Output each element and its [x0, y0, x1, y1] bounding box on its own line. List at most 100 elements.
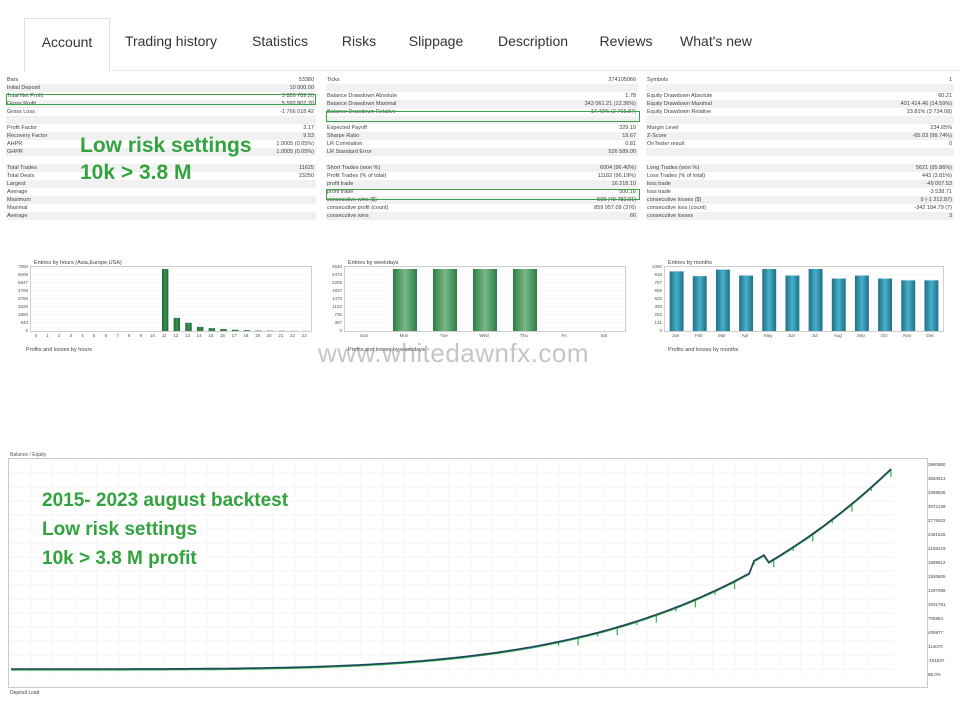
report-label: consecutive profit (count)	[327, 205, 389, 211]
tab-reviews[interactable]: Reviews	[594, 18, 658, 70]
report-row: Balance Drawdown Absolute 1.78	[326, 92, 638, 100]
report-label: Gross Loss	[7, 109, 35, 115]
report-row	[646, 116, 954, 124]
y-axis-label: 705884	[928, 616, 944, 621]
tab-trading-history[interactable]: Trading history	[116, 18, 226, 70]
bar-Dec	[924, 280, 939, 331]
report-value: 16 218.10	[611, 181, 636, 187]
bar-Mon	[393, 269, 417, 331]
report-label: LR Correlation	[327, 141, 363, 147]
tab-label: Trading history	[124, 33, 218, 49]
bar-Jun	[785, 275, 800, 331]
report-label: Margin Level	[647, 125, 679, 131]
y-tick-label: 787	[654, 280, 662, 285]
report-row: LR Standard Error 526 589.00	[326, 148, 638, 156]
x-tick-label: Dec	[926, 333, 935, 338]
x-tick-label: 17	[231, 333, 237, 338]
bar-12	[173, 317, 181, 331]
tab-whats-new[interactable]: What's new	[674, 18, 758, 70]
x-tick-label: Feb	[694, 333, 703, 338]
y-axis-label: 1001791	[928, 602, 946, 607]
tab-account[interactable]: Account	[24, 18, 110, 72]
x-tick-label: 16	[219, 333, 225, 338]
report-label: Profit Factor	[7, 125, 37, 131]
report-row: GHPR 1.0005 (0.05%)	[6, 148, 316, 156]
report-label: Maximum	[7, 197, 31, 203]
tab-slippage[interactable]: Slippage	[400, 18, 472, 70]
report-label: Balance Drawdown Relative	[327, 109, 396, 115]
report-value: 19.67	[622, 133, 636, 139]
x-tick-label: May	[763, 333, 773, 338]
x-tick-label: 1	[46, 333, 49, 338]
y-tick-label: 525	[654, 296, 662, 301]
y-axis-label: 3072139	[928, 504, 946, 509]
report-label: profit trade	[327, 181, 354, 187]
y-axis-label: -181837	[928, 658, 945, 663]
y-tick-label: 2640	[331, 264, 342, 269]
y-tick-label: 1837	[331, 288, 342, 293]
report-row: Total Deals 23250	[6, 172, 316, 180]
report-row: consecutive loss (count) -342 184.79 (7)	[646, 204, 954, 212]
y-tick-label: 367	[334, 320, 342, 325]
x-tick-label: 18	[243, 333, 249, 338]
report-label: Ticks	[327, 77, 340, 83]
report-label: Z-Score	[647, 133, 667, 139]
report-row: Largest	[6, 180, 316, 188]
report-label: OnTester result	[647, 141, 685, 147]
highlight-profit-trades	[326, 189, 640, 200]
y-axis-label: 2481525	[928, 532, 946, 537]
x-tick-label: Jul	[811, 333, 818, 338]
x-tick-label: 10	[149, 333, 155, 338]
deposit-load-label: Deposit Load	[10, 690, 40, 696]
report-row: Margin Level 234.65%	[646, 124, 954, 132]
report-row	[646, 84, 954, 92]
report-row: Short Trades (won %) 6004 (96.40%)	[326, 164, 638, 172]
mini-chart-subtitle: Profits and losses by months	[668, 347, 739, 353]
y-tick-label: 262	[654, 312, 662, 317]
report-value: 509 (49 782.91)	[597, 197, 636, 203]
x-tick-label: Sat	[600, 333, 608, 338]
x-tick-label: 0	[34, 333, 38, 338]
tab-statistics[interactable]: Statistics	[242, 18, 318, 70]
x-tick-label: 13	[184, 333, 190, 338]
mini-chart-months: Entries by months Profits and losses by …	[640, 260, 948, 356]
report-row: consecutive profit (count) 859 957.09 (37…	[326, 204, 638, 212]
report-value: 17.40% (2 766.87)	[590, 109, 636, 115]
report-value: 10 000.00	[289, 85, 314, 91]
report-label: Largest	[7, 181, 26, 187]
bar-15	[208, 328, 216, 331]
overlay-line-2: Low risk settings	[42, 519, 198, 540]
y-axis-label: 409977	[928, 630, 944, 635]
x-tick-label: 14	[196, 333, 202, 338]
y-tick-label: 1102	[332, 304, 342, 309]
y-axis-label: 2185419	[928, 546, 946, 551]
bar-Jul	[808, 269, 823, 331]
report-label: Profit Trades (% of total)	[327, 173, 387, 179]
y-tick-label: 2825	[17, 304, 28, 309]
report-value: 0.81	[625, 141, 636, 147]
report-row: Long Trades (won %) 5621 (95.86%)	[646, 164, 954, 172]
mini-chart-frame	[664, 266, 944, 332]
bar-14	[196, 326, 204, 331]
y-tick-label: 943	[20, 320, 28, 325]
report-row: Maximal	[6, 204, 316, 212]
y-tick-label: 6606	[17, 272, 28, 277]
bar-17	[231, 329, 239, 331]
report-label: Sharpe Ratio	[327, 133, 360, 139]
report-label: Maximal	[7, 205, 28, 211]
report-row: loss trade -3 538.71	[646, 188, 954, 196]
y-axis-label: 2775532	[928, 518, 946, 523]
report-label: Total Deals	[7, 173, 35, 179]
report-value: 66	[629, 213, 636, 219]
y-axis-label: 1889512	[928, 560, 946, 565]
report-row: profit trade 500.16	[326, 188, 638, 196]
tab-label: Risks	[341, 33, 377, 49]
report-label: Balance Drawdown Absolute	[327, 93, 398, 99]
report-row	[326, 116, 638, 124]
report-row	[326, 156, 638, 164]
report-row: AHPR 1.0005 (0.05%)	[6, 140, 316, 148]
x-tick-label: 20	[266, 333, 272, 338]
tab-description[interactable]: Description	[488, 18, 578, 70]
tab-risks[interactable]: Risks	[334, 18, 384, 70]
equity-line	[11, 468, 892, 671]
